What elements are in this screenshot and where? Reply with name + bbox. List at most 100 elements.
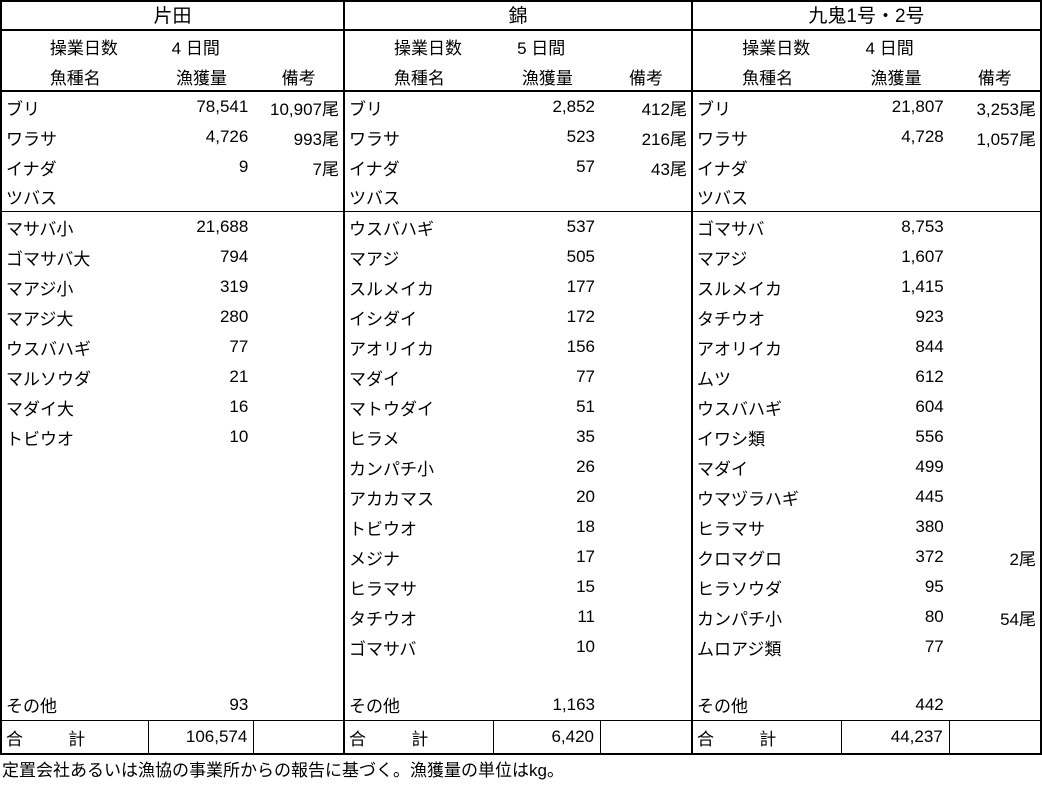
catch-value: 77 (229, 337, 249, 356)
total-catch: 44,237 (842, 721, 950, 753)
catch-value: 78,541 (196, 97, 249, 116)
table-row: ツバス (345, 182, 691, 212)
species-name: アオリイカ (697, 339, 782, 359)
catch-value: 21,807 (891, 97, 944, 116)
catch-value: 156 (566, 337, 596, 356)
species-name: マアジ (349, 249, 400, 269)
species-name: カンパチ小 (697, 609, 782, 629)
note-value: 43尾 (651, 159, 687, 179)
column-header-catch: 漁獲量 (521, 69, 573, 88)
species-name: ウスバハギ (697, 399, 782, 419)
catch-value: 794 (219, 247, 249, 266)
table-row: アオリイカ 156 (345, 332, 691, 362)
site-title: 錦 (345, 2, 691, 31)
species-name: イナダ (349, 159, 400, 179)
other-catch: 442 (915, 694, 944, 714)
species-name: マアジ (697, 249, 748, 269)
data-rows: ブリ 21,807 3,253尾 ワラサ 4,728 1,057尾 イナダ ツバ… (693, 92, 1040, 753)
table-row: ヒラソウダ 95 (693, 572, 1040, 602)
species-name: ツバス (697, 189, 748, 208)
panel-group: 片田 操業日数 4 日間 魚種名 漁獲量 備考 ブリ 78,541 10,907… (0, 0, 1042, 755)
note-value: 412尾 (641, 99, 687, 119)
species-name: ツバス (6, 189, 57, 208)
table-row: ゴマサバ大 794 (2, 242, 343, 272)
column-header-row: 魚種名 漁獲量 備考 (345, 61, 691, 92)
column-header-species: 魚種名 (742, 69, 794, 88)
table-row: イナダ (693, 152, 1040, 182)
operation-days-row: 操業日数 4 日間 (693, 31, 1040, 61)
catch-value: 35 (576, 427, 596, 446)
catch-value: 923 (915, 307, 944, 326)
catch-value: 372 (915, 547, 944, 566)
catch-value: 177 (566, 277, 596, 296)
catch-value: 499 (915, 457, 944, 476)
table-row: トビウオ 10 (2, 422, 343, 452)
table-row: ツバス (2, 182, 343, 212)
table-row: ワラサ 4,726 993尾 (2, 122, 343, 152)
catch-value: 445 (915, 487, 944, 506)
table-row: ツバス (693, 182, 1040, 212)
catch-value: 612 (915, 367, 944, 386)
site-title: 九鬼1号・2号 (693, 2, 1040, 31)
species-name: ウスバハギ (6, 339, 91, 359)
column-header-catch: 漁獲量 (870, 69, 922, 88)
table-row: ブリ 78,541 10,907尾 (2, 92, 343, 122)
species-name: ゴマサバ (697, 219, 765, 239)
table-row: トビウオ 18 (345, 512, 691, 542)
column-header-species: 魚種名 (393, 69, 445, 88)
catch-value: 15 (576, 577, 596, 596)
species-name: ワラサ (6, 129, 57, 149)
table-row: ゴマサバ 10 (345, 632, 691, 662)
species-name: トビウオ (349, 519, 417, 539)
species-name: マルソウダ (6, 369, 91, 389)
row-spacer (345, 662, 691, 689)
species-name: トビウオ (6, 429, 74, 449)
table-row: アカカマス 20 (345, 482, 691, 512)
total-note (950, 721, 1040, 753)
catch-value: 95 (924, 577, 944, 596)
table-row: アオリイカ 844 (693, 332, 1040, 362)
row-spacer (2, 452, 343, 689)
column-header-species: 魚種名 (49, 69, 101, 88)
catch-value: 57 (576, 157, 596, 176)
table-row: マサバ小 21,688 (2, 212, 343, 242)
note-value: 3,253尾 (976, 99, 1036, 119)
table-row: マルソウダ 21 (2, 362, 343, 392)
table-row: スルメイカ 1,415 (693, 272, 1040, 302)
other-label: その他 (349, 697, 400, 716)
species-name: イシダイ (349, 309, 417, 329)
total-row: 合 計 6,420 (345, 721, 691, 753)
species-name: イナダ (6, 159, 57, 179)
catch-value: 1,415 (901, 277, 944, 296)
species-name: スルメイカ (697, 279, 782, 299)
operation-days-value: 4 日間 (865, 38, 914, 58)
table-row: ウスバハギ 604 (693, 392, 1040, 422)
table-row: マダイ大 16 (2, 392, 343, 422)
table-row: メジナ 17 (345, 542, 691, 572)
table-row: マアジ大 280 (2, 302, 343, 332)
catch-value: 26 (576, 457, 596, 476)
table-row: スルメイカ 177 (345, 272, 691, 302)
species-name: ワラサ (349, 129, 400, 149)
catch-value: 77 (924, 637, 944, 656)
column-header-row: 魚種名 漁獲量 備考 (693, 61, 1040, 92)
catch-value: 17 (576, 547, 596, 566)
other-label: その他 (697, 697, 748, 716)
note-value: 10,907尾 (269, 99, 339, 119)
catch-value: 10 (576, 637, 596, 656)
catch-value: 280 (219, 307, 249, 326)
catch-value: 537 (566, 217, 596, 236)
table-row: ウスバハギ 537 (345, 212, 691, 242)
other-row: その他 442 (693, 689, 1040, 721)
table-row: マダイ 499 (693, 452, 1040, 482)
species-name: ツバス (349, 189, 400, 208)
table-row: ヒラメ 35 (345, 422, 691, 452)
species-name: マトウダイ (349, 399, 434, 419)
catch-value: 80 (924, 607, 944, 626)
catch-value: 11 (577, 607, 596, 626)
catch-value: 10 (229, 427, 249, 446)
table-row: ウマヅラハギ 445 (693, 482, 1040, 512)
total-label: 合 計 (345, 721, 494, 753)
catch-value: 523 (566, 127, 596, 146)
table-row: タチウオ 923 (693, 302, 1040, 332)
